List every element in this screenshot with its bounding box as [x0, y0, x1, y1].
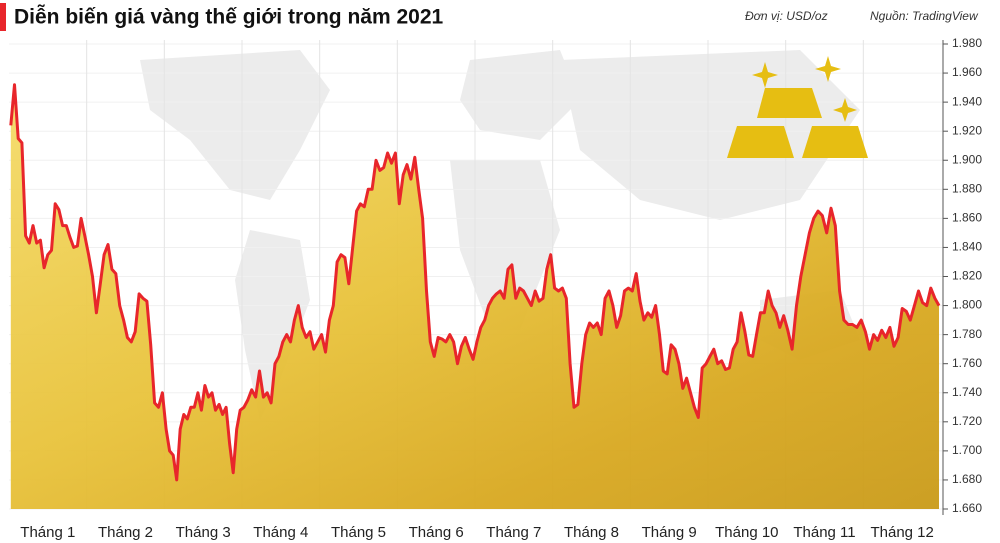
x-tick-label: Tháng 1 — [20, 524, 75, 541]
unit: Đơn vị: USD/oz — [745, 9, 828, 23]
x-tick-label: Tháng 2 — [98, 524, 153, 541]
x-tick-label: Tháng 3 — [176, 524, 231, 541]
y-tick-label: 1.980 — [952, 36, 982, 50]
gold-bars — [727, 56, 868, 158]
source: Nguồn: TradingView — [870, 9, 979, 23]
y-tick-label: 1.780 — [952, 327, 982, 341]
y-tick-label: 1.740 — [952, 385, 982, 399]
y-tick-label: 1.700 — [952, 443, 982, 457]
x-tick-label: Tháng 10 — [715, 524, 778, 541]
title-marker — [0, 3, 6, 31]
y-tick-label: 1.940 — [952, 94, 982, 108]
x-tick-label: Tháng 6 — [409, 524, 464, 541]
x-tick-label: Tháng 4 — [253, 524, 308, 541]
y-tick-label: 1.900 — [952, 152, 982, 166]
x-tick-label: Tháng 7 — [486, 524, 541, 541]
y-tick-label: 1.720 — [952, 414, 982, 428]
y-tick-label: 1.840 — [952, 240, 982, 254]
y-tick-label: 1.800 — [952, 298, 982, 312]
x-tick-label: Tháng 8 — [564, 524, 619, 541]
y-tick-label: 1.760 — [952, 356, 982, 370]
y-tick-label: 1.660 — [952, 501, 982, 515]
x-tick-label: Tháng 11 — [793, 524, 855, 541]
chart-title: Diễn biến giá vàng thế giới trong năm 20… — [14, 5, 443, 29]
y-tick-label: 1.820 — [952, 269, 982, 283]
y-tick-label: 1.880 — [952, 181, 982, 195]
x-tick-label: Tháng 9 — [642, 524, 697, 541]
x-tick-label: Tháng 12 — [870, 524, 933, 541]
x-tick-label: Tháng 5 — [331, 524, 386, 541]
area — [10, 84, 940, 509]
y-tick-label: 1.680 — [952, 472, 982, 486]
y-tick-label: 1.960 — [952, 65, 982, 79]
y-tick-label: 1.920 — [952, 123, 982, 137]
y-tick-label: 1.860 — [952, 211, 982, 225]
price-line — [9, 83, 941, 482]
